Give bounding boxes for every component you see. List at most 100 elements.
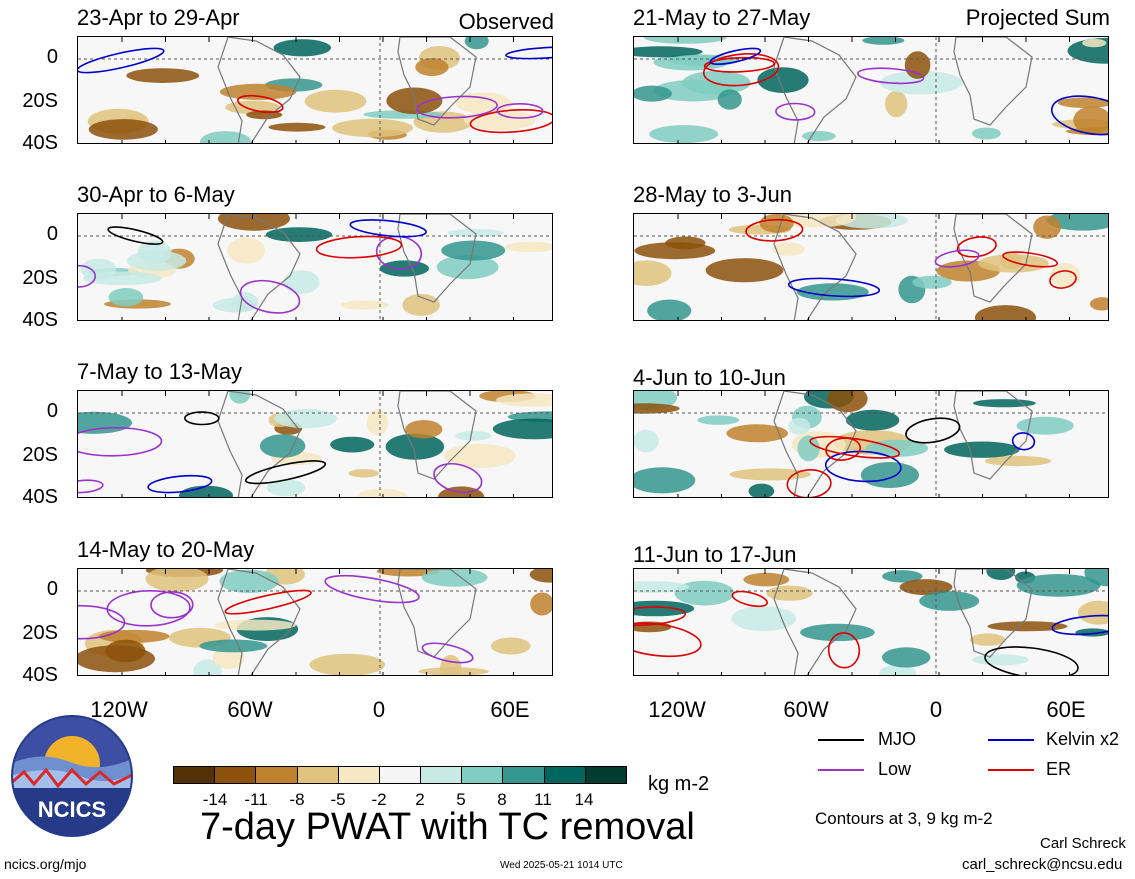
pwat-anomaly-patch	[492, 418, 552, 440]
africa-outline	[953, 391, 1033, 480]
wave-contour	[825, 437, 862, 461]
pwat-anomaly-patch	[1065, 127, 1108, 136]
pwat-anomaly-patch	[366, 409, 389, 436]
africa-outline	[953, 214, 1033, 303]
wave-contour	[827, 632, 861, 669]
pwat-anomaly-patch	[885, 90, 908, 118]
pwat-anomaly-patch	[415, 58, 449, 77]
cb-label-8: 11	[534, 790, 552, 809]
pwat-anomaly-patch	[919, 591, 980, 611]
wave-contour	[106, 589, 191, 627]
pwat-anomaly-patch	[987, 621, 1068, 632]
wave-contour	[634, 622, 702, 658]
map-plot	[78, 214, 552, 320]
wave-contour	[824, 450, 902, 483]
wave-contour	[416, 95, 498, 119]
south-america-outline	[773, 214, 857, 320]
legend-line-er	[988, 769, 1034, 771]
pwat-anomaly-patch	[491, 637, 531, 655]
pwat-anomaly-patch	[705, 258, 784, 283]
wave-contour	[787, 277, 881, 298]
pwat-anomaly-patch	[266, 479, 306, 497]
pwat-anomaly-patch	[1016, 574, 1101, 597]
pwat-anomaly-patch	[647, 299, 692, 320]
wave-contour	[224, 589, 312, 615]
pwat-anomaly-patch	[743, 572, 790, 587]
wave-contour	[703, 56, 775, 73]
legend-label-mjo: MJO	[878, 729, 916, 749]
pwat-anomaly-patch	[88, 119, 158, 140]
wave-contour	[634, 606, 686, 626]
colorbar-swatch	[214, 766, 257, 784]
pwat-anomaly-patch	[1073, 106, 1108, 134]
colorbar-swatch	[296, 766, 339, 784]
pwat-anomaly-patch	[912, 275, 952, 289]
xlabel-60e-right: 60E	[1046, 697, 1086, 722]
map-panel-2	[77, 213, 553, 321]
pwat-anomaly-patch	[774, 214, 857, 228]
ylabel-40s-p3: 40S	[22, 486, 58, 508]
xlabel-0-right: 0	[929, 697, 943, 722]
pwat-anomaly-patch	[126, 250, 187, 271]
cb-label-3: -5	[330, 790, 346, 809]
wave-contour	[709, 47, 762, 65]
map-plot	[634, 214, 1108, 320]
footer-email: carl_schreck@ncsu.edu	[962, 856, 1123, 873]
panel-title-2: 30-Apr to 6-May	[77, 182, 235, 207]
main-title: 7-day PWAT with TC removal	[200, 806, 695, 848]
wave-contour	[934, 249, 980, 268]
wave-contour	[956, 236, 997, 258]
pwat-anomaly-patch	[332, 118, 414, 138]
pwat-anomaly-patch	[418, 667, 489, 675]
logo-text: NCICS	[38, 797, 106, 822]
legend-label-er: ER	[1046, 759, 1072, 779]
cb-label-6: 5	[456, 790, 466, 809]
pwat-anomaly-patch	[802, 131, 836, 142]
legend-line-mjo	[818, 739, 864, 741]
pwat-anomaly-patch	[731, 606, 796, 632]
wave-contour	[1051, 614, 1108, 636]
pwat-anomaly-patch	[978, 254, 1049, 273]
ylabel-20s-p4: 20S	[22, 622, 58, 644]
pwat-anomaly-patch	[530, 592, 552, 616]
ylabel-40s-p1: 40S	[22, 132, 58, 154]
pwat-anomaly-patch	[904, 51, 931, 79]
colorbar-swatch	[420, 766, 463, 784]
wave-contour	[78, 47, 165, 74]
map-plot	[78, 569, 552, 675]
pwat-anomaly-patch	[634, 403, 680, 414]
pwat-anomaly-patch	[986, 569, 1016, 580]
wave-contour	[984, 646, 1079, 675]
pwat-anomaly-patch	[879, 70, 963, 95]
xlabel-120w-right: 120W	[648, 697, 706, 722]
wave-contour	[1050, 95, 1108, 136]
ylabel-0-p4: 0	[46, 578, 58, 600]
xlabel-60e-left: 60E	[490, 697, 530, 722]
pwat-anomaly-patch	[455, 92, 512, 114]
pwat-anomaly-patch	[219, 569, 279, 593]
legend-line-kelvin	[988, 739, 1034, 741]
panel-title-8: 11-Jun to 17-Jun	[633, 542, 797, 567]
panel-title-5: 21-May to 27-May	[633, 5, 811, 30]
map-panel-4	[77, 568, 553, 676]
pwat-anomaly-patch	[1033, 215, 1061, 239]
wave-contour	[469, 108, 552, 134]
wave-contour	[433, 462, 483, 494]
xlabel-60w-left: 60W	[227, 697, 273, 722]
pwat-anomaly-patch	[674, 580, 735, 606]
wave-contour	[244, 460, 327, 485]
ylabel-0-p3: 0	[46, 400, 58, 422]
pwat-anomaly-patch	[729, 468, 811, 481]
panel-tag-projected: Projected Sum	[965, 5, 1110, 30]
map-plot	[78, 391, 552, 497]
pwat-anomaly-patch	[984, 455, 1052, 467]
africa-outline	[397, 391, 477, 480]
pwat-anomaly-patch	[974, 305, 1037, 320]
wave-contour	[1011, 432, 1036, 451]
cb-label-0: -14	[202, 790, 228, 809]
map-panel-1	[77, 36, 553, 144]
ylabel-0-p2: 0	[46, 223, 58, 245]
pwat-anomaly-patch	[455, 431, 492, 441]
colorbar-swatch	[173, 766, 216, 784]
pwat-anomaly-patch	[405, 420, 443, 439]
